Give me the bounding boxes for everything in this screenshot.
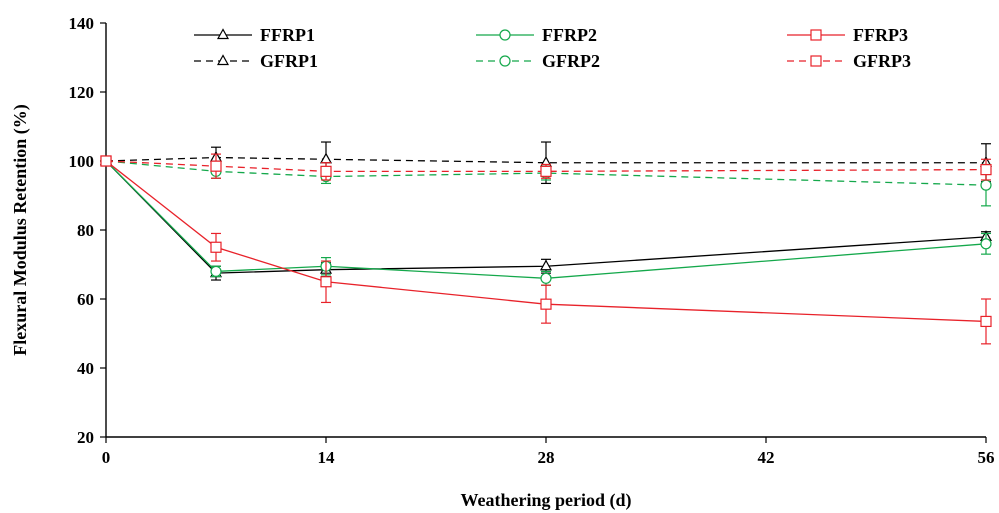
data-point xyxy=(540,272,552,284)
x-tick-label: 0 xyxy=(102,448,111,467)
y-tick-label: 40 xyxy=(77,359,94,378)
y-tick-label: 80 xyxy=(77,221,94,240)
series-ffrp3 xyxy=(100,155,992,345)
data-point xyxy=(210,160,222,172)
legend-label: GFRP3 xyxy=(853,51,911,71)
legend-label: GFRP2 xyxy=(542,51,600,71)
legend-marker xyxy=(499,55,511,67)
legend: FFRP1 FFRP2 FFRP3 GFRP1 GFRP2 GFRP3 xyxy=(194,25,911,71)
series-group xyxy=(99,141,993,345)
legend-label: GFRP1 xyxy=(260,51,318,71)
legend-item-ffrp1: FFRP1 xyxy=(194,25,315,45)
x-tick-label: 42 xyxy=(758,448,775,467)
data-point xyxy=(320,165,332,177)
axes xyxy=(105,23,986,438)
data-point xyxy=(980,238,992,250)
data-point xyxy=(210,241,222,253)
ticks: 20 40 60 80 100 120 140 0 14 28 42 56 xyxy=(69,14,995,467)
y-tick-label: 60 xyxy=(77,290,94,309)
data-point xyxy=(100,155,112,167)
legend-item-ffrp3: FFRP3 xyxy=(787,25,908,45)
y-tick-label: 120 xyxy=(69,83,95,102)
x-axis-title: Weathering period (d) xyxy=(461,490,632,511)
legend-item-ffrp2: FFRP2 xyxy=(476,25,597,45)
series-gfrp3 xyxy=(100,153,992,181)
data-point xyxy=(980,164,992,176)
x-tick-label: 28 xyxy=(538,448,555,467)
data-point xyxy=(540,298,552,310)
legend-marker xyxy=(216,28,230,40)
data-point xyxy=(980,315,992,328)
data-point xyxy=(540,165,552,177)
y-tick-label: 20 xyxy=(77,428,94,447)
x-tick-label: 14 xyxy=(318,448,336,467)
legend-marker xyxy=(810,29,822,41)
data-point xyxy=(320,276,332,288)
data-point xyxy=(210,265,222,277)
x-tick-label: 56 xyxy=(978,448,995,467)
legend-item-gfrp1: GFRP1 xyxy=(194,51,318,71)
y-tick-label: 100 xyxy=(69,152,95,171)
data-point xyxy=(980,179,992,191)
legend-label: FFRP2 xyxy=(542,25,597,45)
legend-label: FFRP1 xyxy=(260,25,315,45)
legend-item-gfrp2: GFRP2 xyxy=(476,51,600,71)
legend-marker xyxy=(810,55,822,67)
legend-label: FFRP3 xyxy=(853,25,908,45)
y-axis-title: Flexural Modulus Retention (%) xyxy=(10,104,31,356)
legend-marker xyxy=(499,29,511,41)
data-point xyxy=(319,152,333,164)
y-tick-label: 140 xyxy=(69,14,95,33)
legend-item-gfrp3: GFRP3 xyxy=(787,51,911,71)
data-point xyxy=(539,259,553,271)
legend-marker xyxy=(216,54,230,66)
